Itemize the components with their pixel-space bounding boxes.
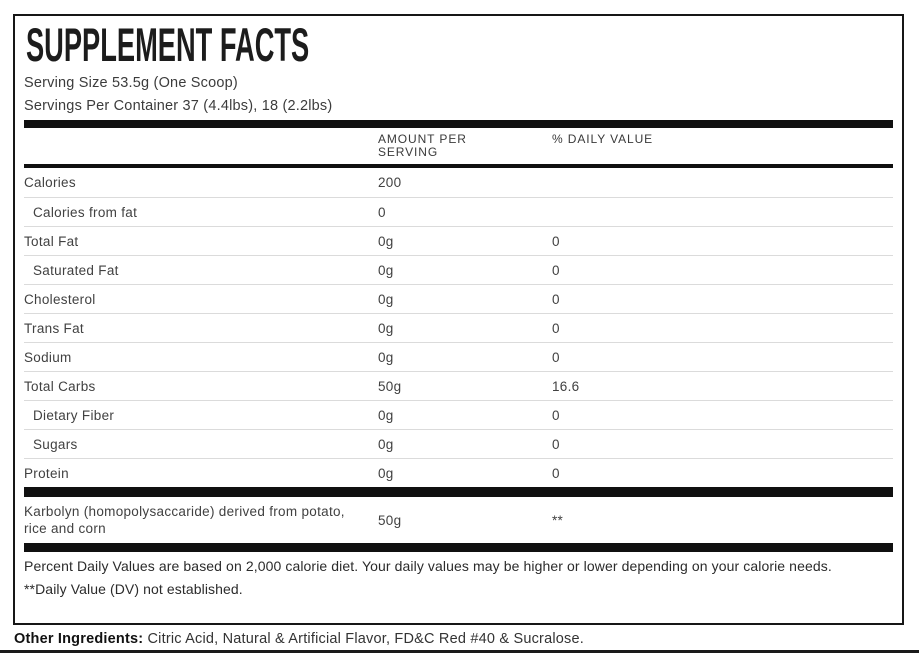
nutrient-amount: 0g [378, 233, 394, 249]
nutrient-daily-value: 0 [552, 291, 560, 307]
nutrient-amount: 0g [378, 465, 394, 481]
nutrient-daily-value: ** [552, 512, 564, 528]
table-row-saturated-fat: Saturated Fat 0g 0 [24, 255, 893, 284]
nutrient-amount: 0g [378, 407, 394, 423]
daily-values-footnote: Percent Daily Values are based on 2,000 … [24, 558, 832, 574]
table-row-trans-fat: Trans Fat 0g 0 [24, 313, 893, 342]
nutrient-daily-value: 0 [552, 349, 560, 365]
nutrient-amount: 0g [378, 349, 394, 365]
other-ingredients-label: Other Ingredients: [14, 631, 144, 647]
table-row-total-fat: Total Fat 0g 0 [24, 226, 893, 255]
table-row-protein: Protein 0g 0 [24, 458, 893, 487]
other-ingredients-text: Citric Acid, Natural & Artificial Flavor… [143, 631, 584, 647]
nutrient-amount: 0g [378, 320, 394, 336]
nutrient-name: Total Carbs [24, 378, 96, 394]
servings-per-container-line: Servings Per Container 37 (4.4lbs), 18 (… [24, 98, 333, 114]
nutrient-daily-value: 0 [552, 436, 560, 452]
nutrient-daily-value: 0 [552, 262, 560, 278]
serving-size-line: Serving Size 53.5g (One Scoop) [24, 75, 238, 91]
table-row-sodium: Sodium 0g 0 [24, 342, 893, 371]
table-header-row: AMOUNT PER SERVING % DAILY VALUE [24, 133, 893, 159]
table-row-calories-from-fat: Calories from fat 0 [24, 197, 893, 226]
nutrient-amount: 200 [378, 175, 402, 190]
column-header-daily-value: % DAILY VALUE [552, 132, 654, 146]
nutrient-amount: 50g [378, 378, 402, 394]
dv-not-established-footnote: **Daily Value (DV) not established. [24, 581, 243, 597]
nutrient-name: Karbolyn (homopolysaccaride) derived fro… [24, 504, 345, 536]
nutrient-amount: 0g [378, 291, 394, 307]
table-row-sugars: Sugars 0g 0 [24, 429, 893, 458]
other-ingredients: Other Ingredients: Citric Acid, Natural … [14, 629, 584, 649]
nutrient-name: Sugars [33, 436, 78, 452]
bottom-rule [0, 650, 919, 653]
nutrient-daily-value: 0 [552, 465, 560, 481]
nutrient-name: Total Fat [24, 233, 79, 249]
nutrient-amount: 0g [378, 262, 394, 278]
panel-title: SUPPLEMENT FACTS [26, 18, 310, 71]
divider-thick-top [24, 120, 893, 128]
divider-thick-bottom [24, 543, 893, 552]
nutrient-daily-value: 0 [552, 407, 560, 423]
table-row-calories: Calories 200 [24, 168, 893, 197]
nutrient-amount: 50g [378, 512, 402, 528]
divider-header-rule [24, 164, 893, 168]
nutrient-name: Calories from fat [33, 204, 138, 220]
supplement-facts-panel: SUPPLEMENT FACTS Serving Size 53.5g (One… [13, 14, 904, 625]
nutrient-daily-value: 0 [552, 233, 560, 249]
table-row-total-carbs: Total Carbs 50g 16.6 [24, 371, 893, 400]
nutrient-daily-value: 16.6 [552, 378, 580, 394]
nutrient-amount: 0g [378, 436, 394, 452]
table-row-dietary-fiber: Dietary Fiber 0g 0 [24, 400, 893, 429]
column-header-amount: AMOUNT PER SERVING [378, 132, 467, 159]
nutrient-name: Sodium [24, 349, 72, 365]
divider-thick-mid [24, 487, 893, 497]
nutrient-name: Trans Fat [24, 320, 84, 336]
nutrient-name: Protein [24, 465, 69, 481]
panel-title-wrap: SUPPLEMENT FACTS [26, 18, 893, 71]
table-row-karbolyn: Karbolyn (homopolysaccaride) derived fro… [24, 497, 893, 543]
nutrient-name: Cholesterol [24, 291, 96, 307]
nutrient-name: Saturated Fat [33, 262, 119, 278]
nutrient-amount: 0 [378, 204, 386, 220]
nutrient-name: Dietary Fiber [33, 407, 115, 423]
nutrient-daily-value: 0 [552, 320, 560, 336]
table-row-cholesterol: Cholesterol 0g 0 [24, 284, 893, 313]
nutrient-name: Calories [24, 175, 76, 190]
